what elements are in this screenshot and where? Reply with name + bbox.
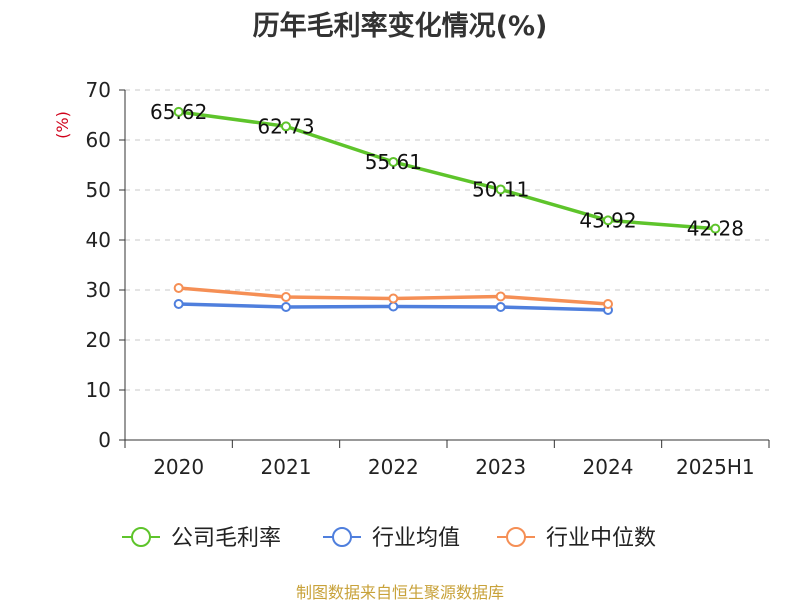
data-label: 50.11: [472, 177, 529, 201]
legend-marker: [332, 527, 352, 547]
data-point: [495, 291, 506, 302]
legend: 公司毛利率 行业均值 行业中位数: [122, 526, 656, 551]
legend-marker: [506, 527, 526, 547]
data-point: [495, 302, 506, 312]
legend-label: 行业均值: [372, 526, 460, 551]
y-tick-label: 20: [86, 328, 111, 352]
data-point: [281, 292, 291, 302]
data-point: [388, 293, 399, 304]
data-point: [173, 299, 184, 309]
data-point: [388, 301, 399, 312]
source-note: 制图数据来自恒生聚源数据库: [295, 583, 504, 602]
y-tick-label: 10: [86, 378, 111, 402]
legend-label: 行业中位数: [546, 526, 656, 551]
data-point: [281, 121, 291, 132]
data-label: 62.73: [257, 114, 314, 138]
data-point: [173, 106, 184, 117]
data-point: [495, 184, 506, 195]
series-line: [178, 110, 716, 231]
chart-title: 历年毛利率变化情况(%): [252, 11, 548, 42]
data-labels: 65.62 62.73 55.61 50.11 43.92 42.28: [150, 100, 744, 241]
data-point: [603, 299, 613, 309]
x-tick-label: 2022: [368, 455, 419, 479]
data-point: [710, 223, 721, 234]
y-tick-label: 60: [86, 128, 111, 152]
data-point: [388, 156, 399, 167]
x-tick-label: 2023: [475, 455, 526, 479]
data-label: 55.61: [365, 150, 422, 174]
y-tick-label: 40: [86, 228, 111, 252]
data-point: [603, 215, 613, 226]
legend-label: 公司毛利率: [171, 526, 281, 551]
data-point: [173, 283, 184, 293]
y-tick-label: 0: [98, 428, 111, 452]
x-tick-label: 2020: [153, 455, 204, 479]
data-label: 43.92: [579, 208, 636, 232]
series-lines: [173, 106, 721, 315]
x-tick-label: 2025H1: [676, 455, 755, 479]
y-tick-label: 30: [86, 278, 111, 302]
grid-lines: [125, 89, 769, 391]
axes: 0 10 20 30 40 50 60 70 (%) 2020 2021 2022 2023 2024 20…: [53, 78, 770, 479]
data-label: 65.62: [150, 100, 207, 124]
legend-marker: [131, 527, 151, 547]
y-tick-label: 70: [86, 78, 111, 102]
data-label: 42.28: [687, 217, 744, 241]
x-tick-label: 2024: [583, 455, 634, 479]
y-tick-label: 50: [86, 178, 111, 202]
x-tick-label: 2021: [261, 455, 312, 479]
data-point: [281, 302, 291, 312]
y-axis-label: (%): [53, 111, 72, 139]
